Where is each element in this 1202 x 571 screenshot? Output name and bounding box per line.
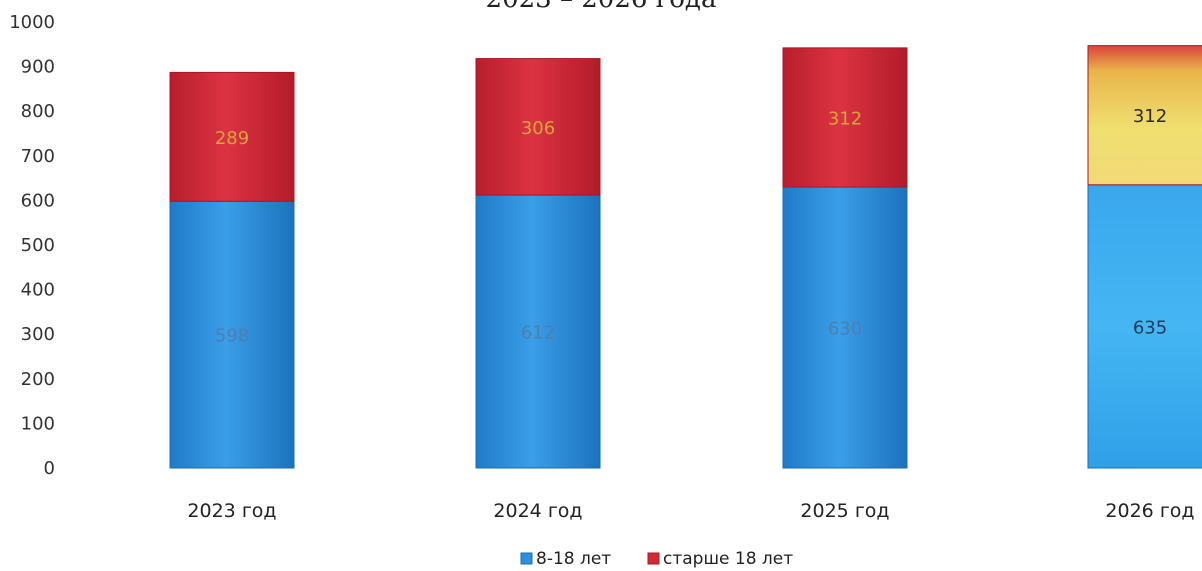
y-tick-label: 500 [21,235,55,256]
bar-segment-age-8-18 [475,194,601,469]
y-tick-label: 100 [21,413,55,434]
y-tick-label: 0 [44,458,55,479]
data-label: 598 [215,326,249,347]
x-tick-label: 2026 год [1105,500,1194,522]
y-tick-label: 300 [21,324,55,345]
bar-segment-age-8-18 [169,200,295,469]
data-label: 635 [1133,317,1167,338]
legend: 8-18 лет старше 18 лет [520,549,793,569]
x-tick-label: 2025 год [800,500,889,522]
data-label: 306 [521,118,555,139]
legend-swatch [520,552,533,565]
bar-segment-age-over-18 [475,58,601,196]
y-tick-label: 600 [21,190,55,211]
y-tick-label: 700 [21,146,55,167]
y-tick-label: 400 [21,280,55,301]
y-tick-label: 1000 [9,12,55,33]
data-label: 630 [828,319,862,340]
legend-label: старше 18 лет [663,549,793,569]
bar-segment-age-over-18 [1087,45,1202,186]
bar-segment-age-over-18 [782,47,908,188]
y-tick-label: 200 [21,369,55,390]
data-label: 612 [521,323,555,344]
data-label: 289 [215,128,249,149]
x-tick-label: 2024 год [493,500,582,522]
data-labels-group: 598 289 612 306 630 312 635 312 [215,106,1167,346]
data-label: 312 [1133,106,1167,127]
y-tick-label: 900 [21,57,55,78]
x-axis: 2023 год 2024 год 2025 год 2026 год [187,500,1194,522]
bar-segment-age-over-18 [169,71,295,202]
legend-label: 8-18 лет [536,549,611,569]
data-label: 312 [828,108,862,129]
bars-group [169,45,1202,469]
x-tick-label: 2023 год [187,500,276,522]
bar-segment-age-8-18 [1087,184,1202,469]
y-axis: 0 100 200 300 400 500 600 700 800 900 1000 [9,12,55,479]
legend-swatch [647,552,660,565]
y-tick-label: 800 [21,101,55,122]
chart-title: 2023 – 2026 года [0,0,1202,14]
